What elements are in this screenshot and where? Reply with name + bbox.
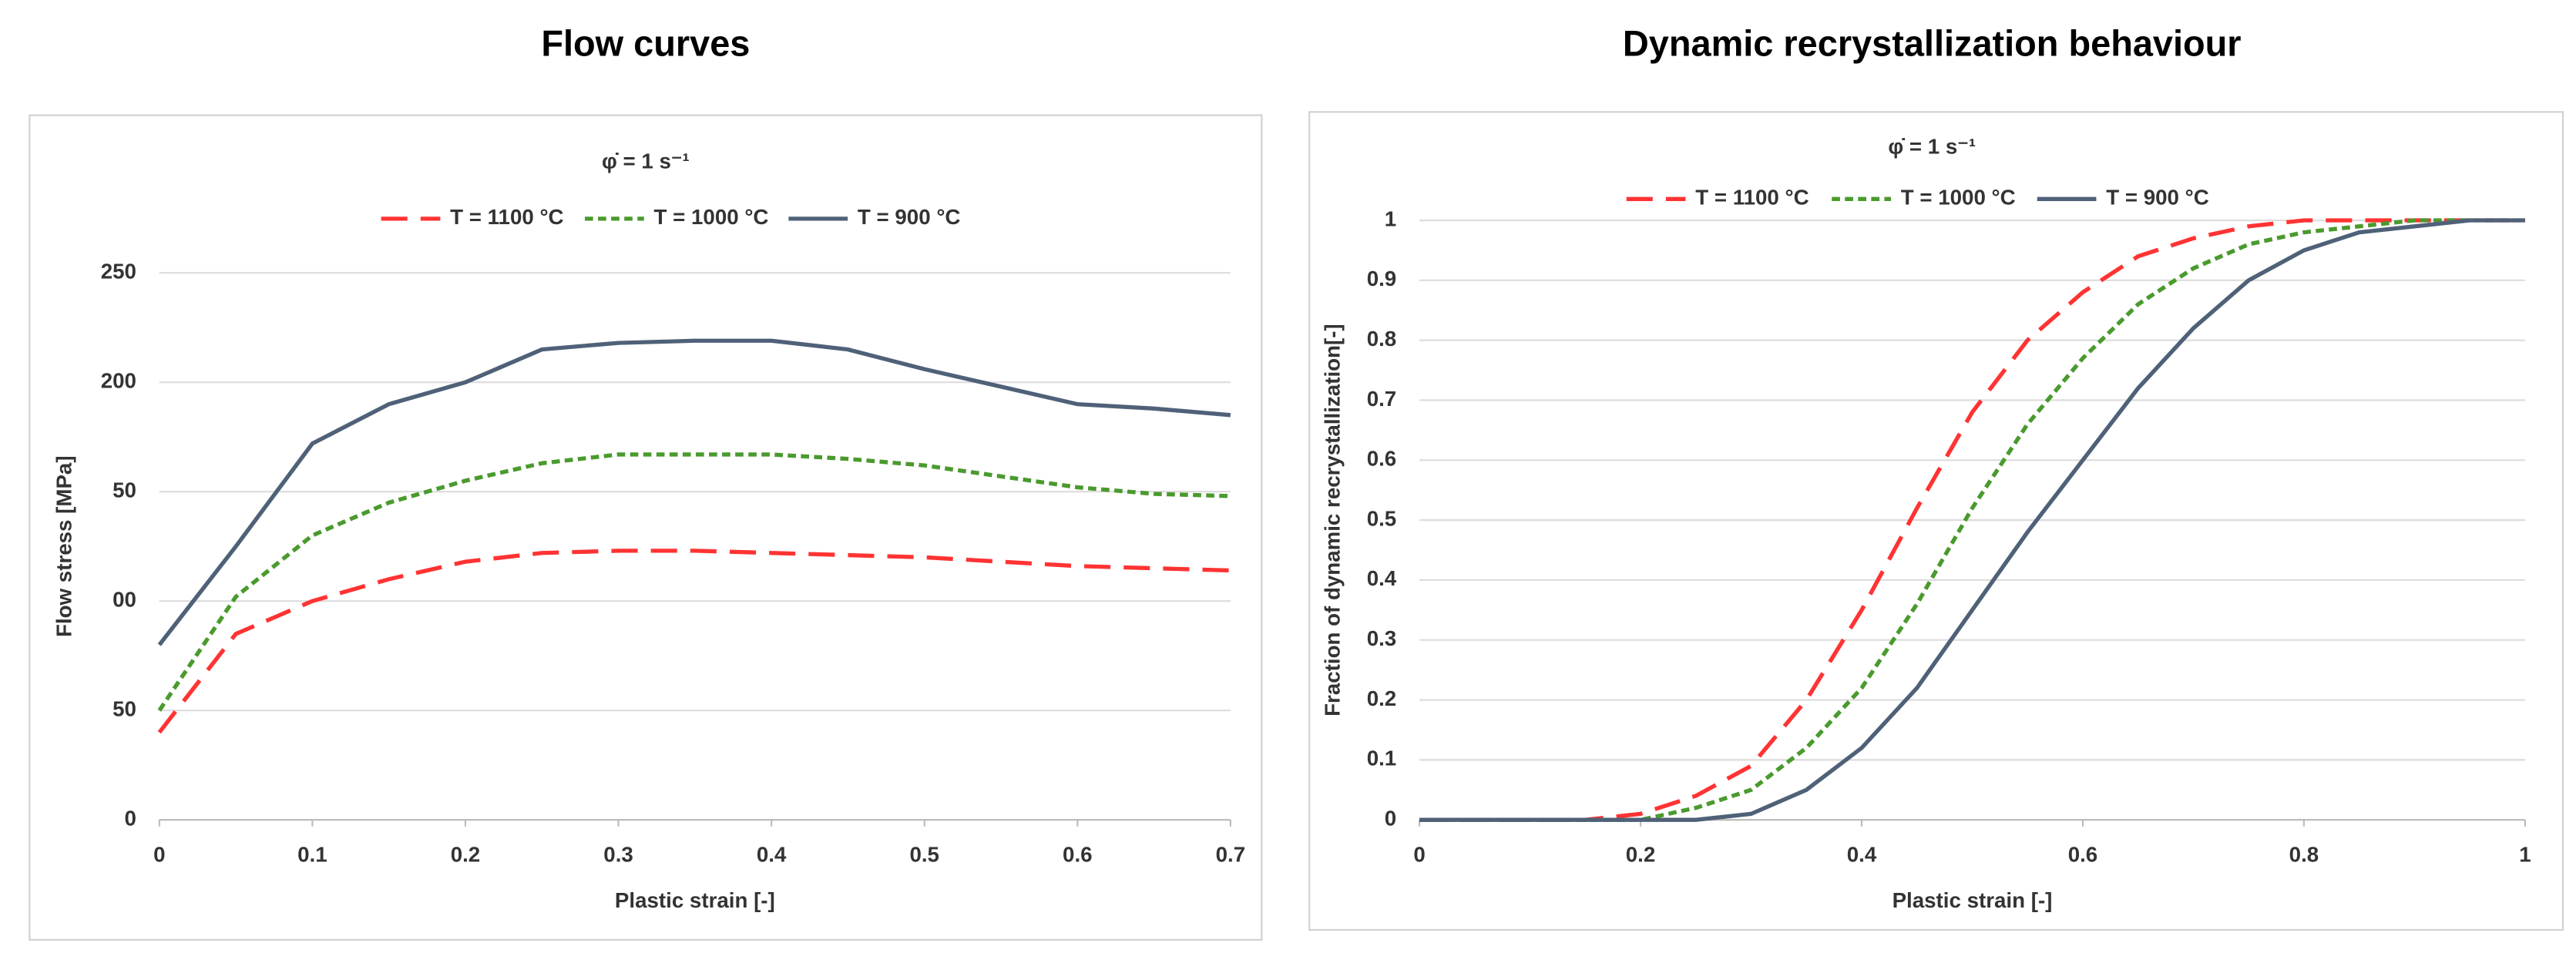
legend-label: T = 900 °C	[2106, 186, 2209, 210]
y-tick-label: 0.9	[1367, 267, 1397, 290]
panel-frame	[29, 114, 1263, 941]
chart-title: Flow curves	[541, 23, 750, 63]
x-tick-label: 0.6	[2068, 842, 2098, 866]
chart-subtitle: φ̇ = 1 s⁻¹	[1888, 135, 1976, 159]
legend-label: T = 900 °C	[858, 205, 961, 229]
y-tick-label: 0.1	[1367, 747, 1397, 770]
y-tick-label: 0.3	[1367, 626, 1397, 650]
chart-title: Dynamic recrystallization behaviour	[1623, 23, 2242, 63]
y-tick-label: 50	[113, 697, 136, 721]
y-tick-label: 200	[101, 369, 136, 393]
y-tick-label: 0	[1385, 807, 1396, 830]
x-tick-label: 0	[153, 842, 165, 866]
x-tick-label: 0.6	[1063, 842, 1093, 866]
x-tick-label: 0.3	[603, 842, 633, 866]
y-tick-label: 0.6	[1367, 447, 1397, 471]
y-tick-label: 1	[1385, 206, 1396, 230]
y-axis-label: Fraction of dynamic recrystallization[-]	[1321, 324, 1345, 716]
legend-label: T = 1100 °C	[450, 205, 563, 229]
x-tick-label: 0.5	[909, 842, 939, 866]
panel-frame	[1308, 111, 2564, 931]
legend-label: T = 1000 °C	[1901, 186, 2016, 210]
x-axis-label: Plastic strain [-]	[1893, 888, 2053, 912]
y-tick-label: 0.8	[1367, 327, 1397, 351]
x-tick-label: 0.8	[2289, 842, 2319, 866]
y-tick-label: 0.4	[1367, 566, 1397, 590]
chart-subtitle: φ̇ = 1 s⁻¹	[602, 149, 690, 173]
x-tick-label: 0.2	[1626, 842, 1656, 866]
y-tick-label: 0.7	[1367, 387, 1397, 411]
series-line	[1419, 218, 2525, 822]
y-tick-label: 00	[113, 588, 136, 612]
x-tick-label: 0.7	[1216, 842, 1246, 866]
y-tick-label: 50	[113, 478, 136, 502]
series-line	[157, 338, 1231, 646]
x-tick-label: 1	[2519, 842, 2531, 866]
legend-label: T = 1100 °C	[1695, 186, 1809, 210]
y-tick-label: 0.5	[1367, 506, 1397, 530]
legend-label: T = 1000 °C	[654, 205, 769, 229]
x-tick-label: 0	[1413, 842, 1425, 866]
series-line	[157, 452, 1231, 712]
series-line	[1419, 218, 2525, 822]
y-tick-label: 250	[101, 260, 136, 284]
x-tick-label: 0.4	[1847, 842, 1877, 866]
x-tick-label: 0.2	[451, 842, 481, 866]
x-tick-label: 0.4	[757, 842, 787, 866]
y-axis-label: Flow stress [MPa]	[52, 455, 76, 637]
series-line	[157, 549, 1231, 734]
y-tick-label: 0	[125, 807, 136, 830]
y-tick-label: 0.2	[1367, 686, 1397, 710]
x-axis-label: Plastic strain [-]	[615, 888, 775, 912]
x-tick-label: 0.1	[297, 842, 327, 866]
